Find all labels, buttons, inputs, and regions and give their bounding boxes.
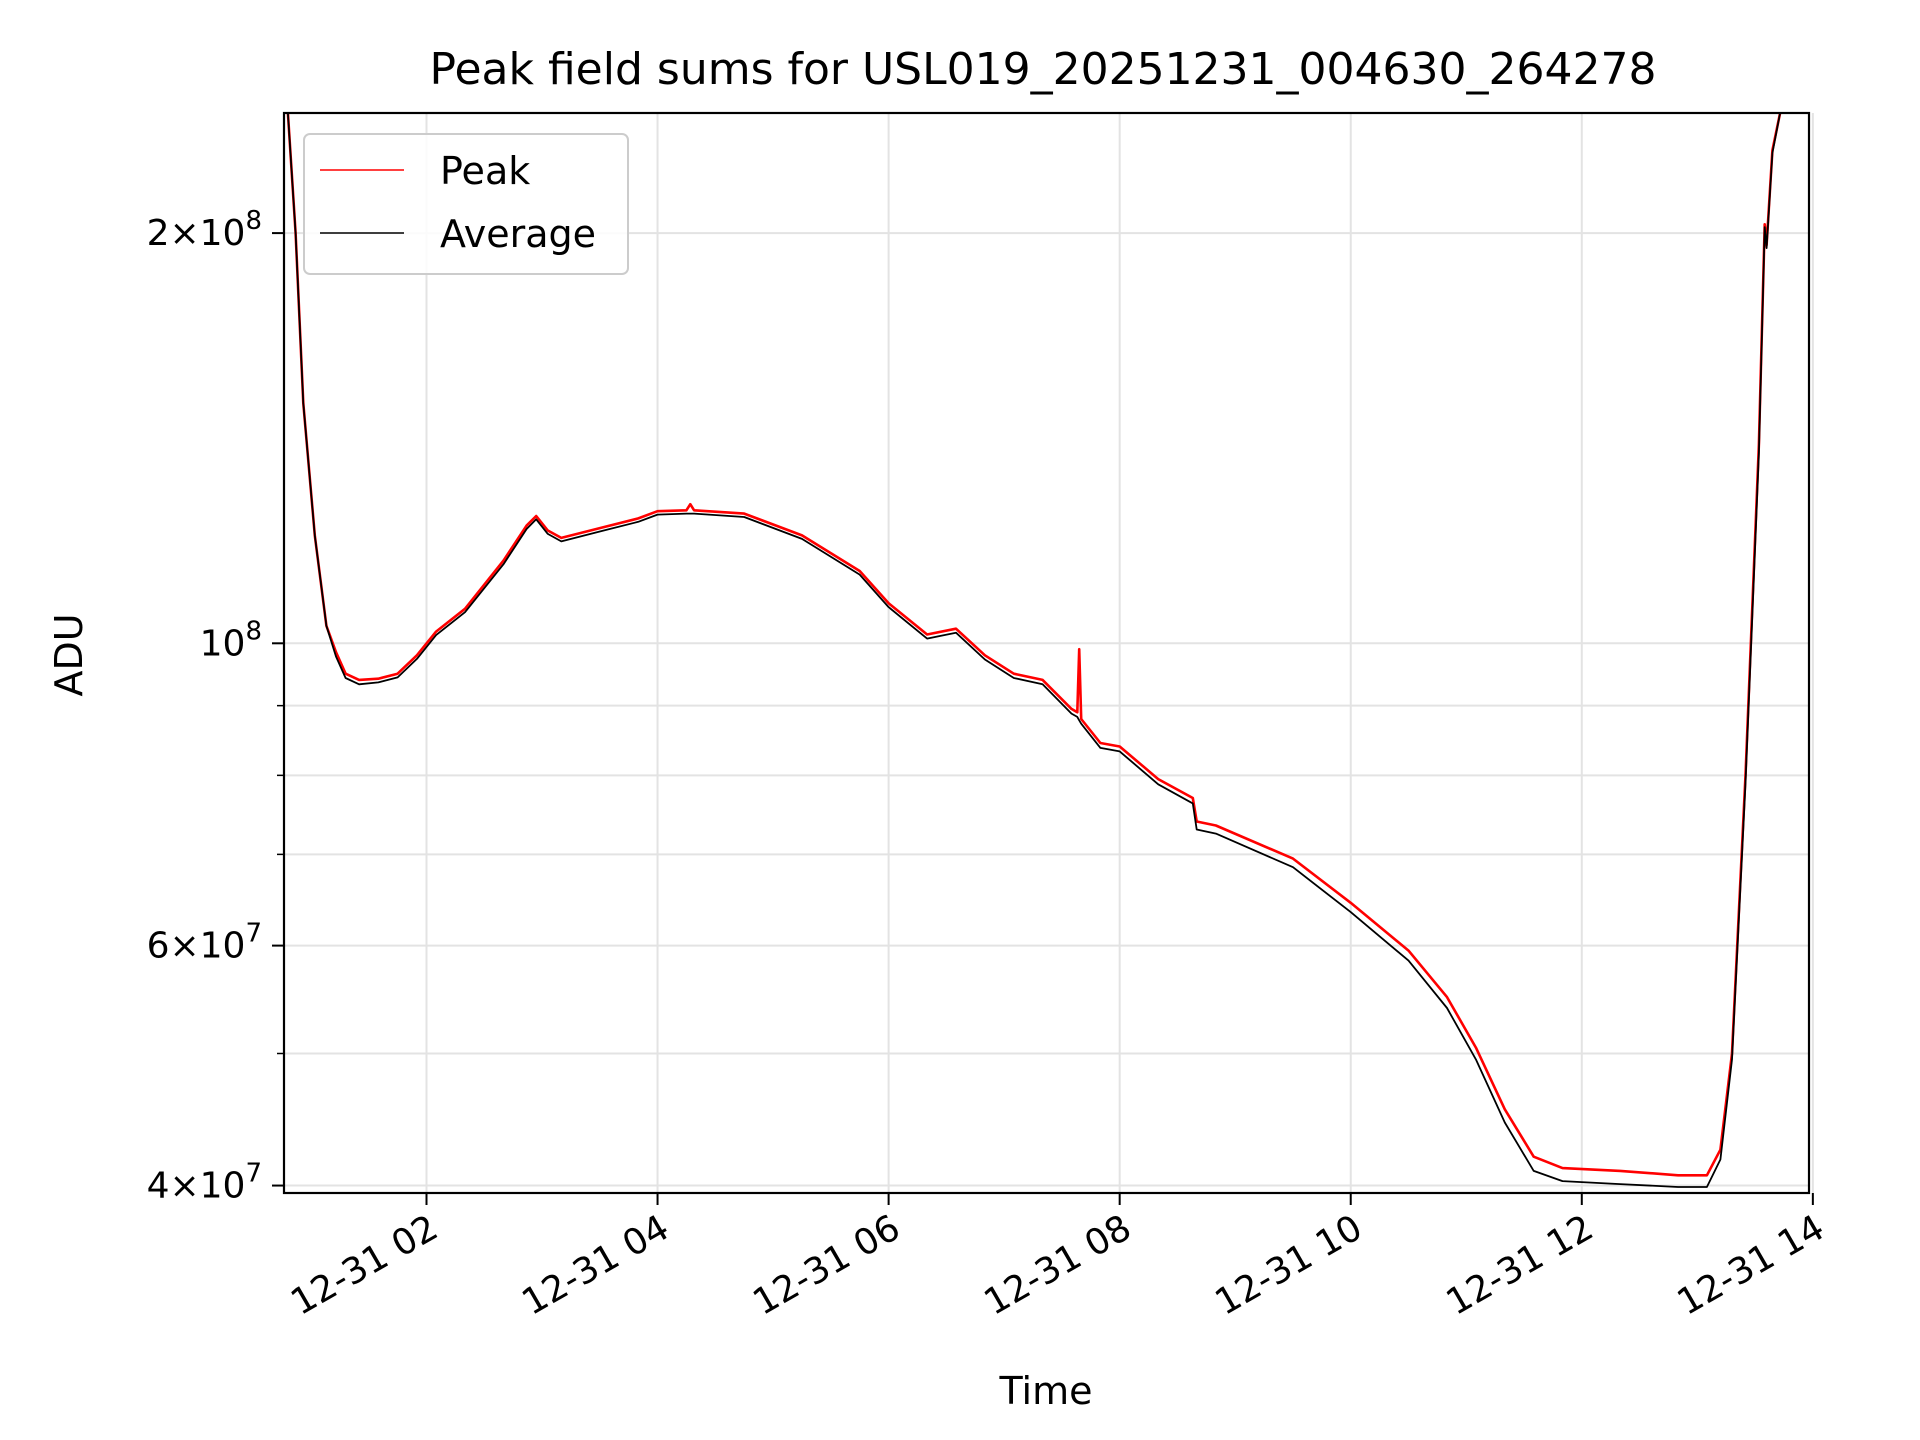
legend-label-average: Average: [440, 212, 596, 256]
y-axis: 4×107 6×107 108 2×108: [147, 206, 284, 1207]
legend-label-peak: Peak: [440, 149, 530, 193]
series-line-average: [287, 113, 1781, 1188]
legend: Peak Average: [303, 133, 629, 275]
legend-box: [303, 133, 629, 275]
plot-frame: [282, 111, 1811, 1195]
series-layer: [286, 113, 1782, 1188]
chart-title: Peak field sums for USL019_20251231_0046…: [430, 44, 1657, 95]
y-tick-label: 4×107: [147, 1159, 262, 1207]
y-tick-label: 108: [200, 616, 262, 664]
series-line-peak: [286, 113, 1782, 1177]
x-axis-label: Time: [999, 1369, 1093, 1413]
y-axis-label: ADU: [47, 613, 91, 696]
y-tick-label: 2×108: [147, 206, 262, 254]
y-tick-label: 6×107: [147, 919, 262, 967]
